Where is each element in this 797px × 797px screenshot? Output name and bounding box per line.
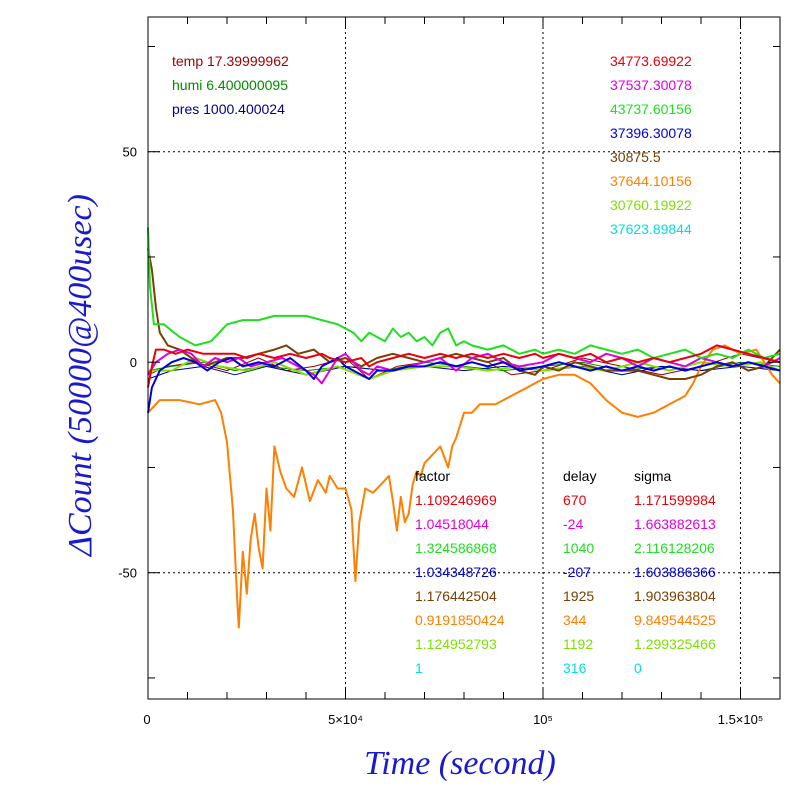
table-cell-delay: 670 (563, 492, 587, 508)
table-cell-delay: 344 (563, 612, 587, 628)
count-label: 30875.5 (610, 149, 661, 165)
table-cell-delay: 1192 (563, 636, 593, 652)
table-cell-sigma: 0 (634, 660, 642, 676)
table-cell-sigma: 9.849544525 (634, 612, 716, 628)
env-label: temp 17.39999962 (172, 53, 289, 69)
table-cell-delay: 1040 (563, 540, 594, 556)
table-cell-factor: 1.324586868 (415, 540, 497, 556)
y-axis-title: ΔCount (50000@400usec) (62, 194, 99, 558)
table-cell-sigma: 1.903963804 (634, 588, 716, 604)
series-line (147, 227, 781, 359)
table-cell-delay: 1925 (563, 588, 594, 604)
y-tick-label: 0 (130, 355, 137, 370)
table-cell-factor: 1 (415, 660, 423, 676)
table-cell-factor: 0.9191850424 (415, 612, 505, 628)
series-line (147, 357, 781, 413)
count-label: 43737.60156 (610, 101, 692, 117)
table-header: factor (415, 468, 450, 484)
table-cell-factor: 1.176442504 (415, 588, 497, 604)
x-tick-label: 5×10⁴ (328, 712, 363, 727)
count-label: 30760.19922 (610, 197, 692, 213)
table-header: sigma (634, 468, 672, 484)
x-axis-title: Time (second) (364, 745, 556, 782)
table-cell-sigma: 2.116128206 (634, 540, 715, 556)
x-tick-label: 1.5×10⁵ (718, 712, 764, 727)
table-cell-sigma: 1.171599984 (634, 492, 716, 508)
count-label: 37623.89844 (610, 221, 692, 237)
axis-tick-labels: 0 5×10⁴ 10⁵ 1.5×10⁵ 50 0 -50 (118, 145, 763, 727)
x-tick-label: 10⁵ (533, 712, 553, 727)
count-label: 37537.30078 (610, 77, 692, 93)
table-cell-delay: -24 (563, 516, 583, 532)
table-cell-sigma: 1.603886366 (634, 564, 716, 580)
count-label: 37644.10156 (610, 173, 692, 189)
y-tick-label: -50 (118, 566, 137, 581)
data-series (147, 227, 781, 629)
series-line (147, 344, 781, 629)
env-label: pres 1000.400024 (172, 101, 285, 117)
y-tick-label: 50 (123, 145, 137, 160)
env-label: humi 6.400000095 (172, 77, 288, 93)
table-cell-factor: 1.109246969 (415, 492, 497, 508)
table-cell-delay: -207 (563, 564, 591, 580)
table-cell-delay: 316 (563, 660, 587, 676)
table-cell-factor: 1.124952793 (415, 636, 497, 652)
table-cell-factor: 1.04518044 (415, 516, 489, 532)
table-header: delay (563, 468, 596, 484)
count-label: 34773.69922 (610, 53, 692, 69)
annotations: temp 17.39999962 humi 6.400000095 pres 100… (172, 53, 716, 676)
count-label: 37396.30078 (610, 125, 692, 141)
table-cell-sigma: 1.299325466 (634, 636, 716, 652)
table-cell-factor: 1.034348726 (415, 564, 497, 580)
x-tick-label: 0 (143, 712, 150, 727)
table-cell-sigma: 1.663882613 (634, 516, 716, 532)
axis-ticks (148, 17, 780, 699)
series-line (147, 344, 781, 388)
